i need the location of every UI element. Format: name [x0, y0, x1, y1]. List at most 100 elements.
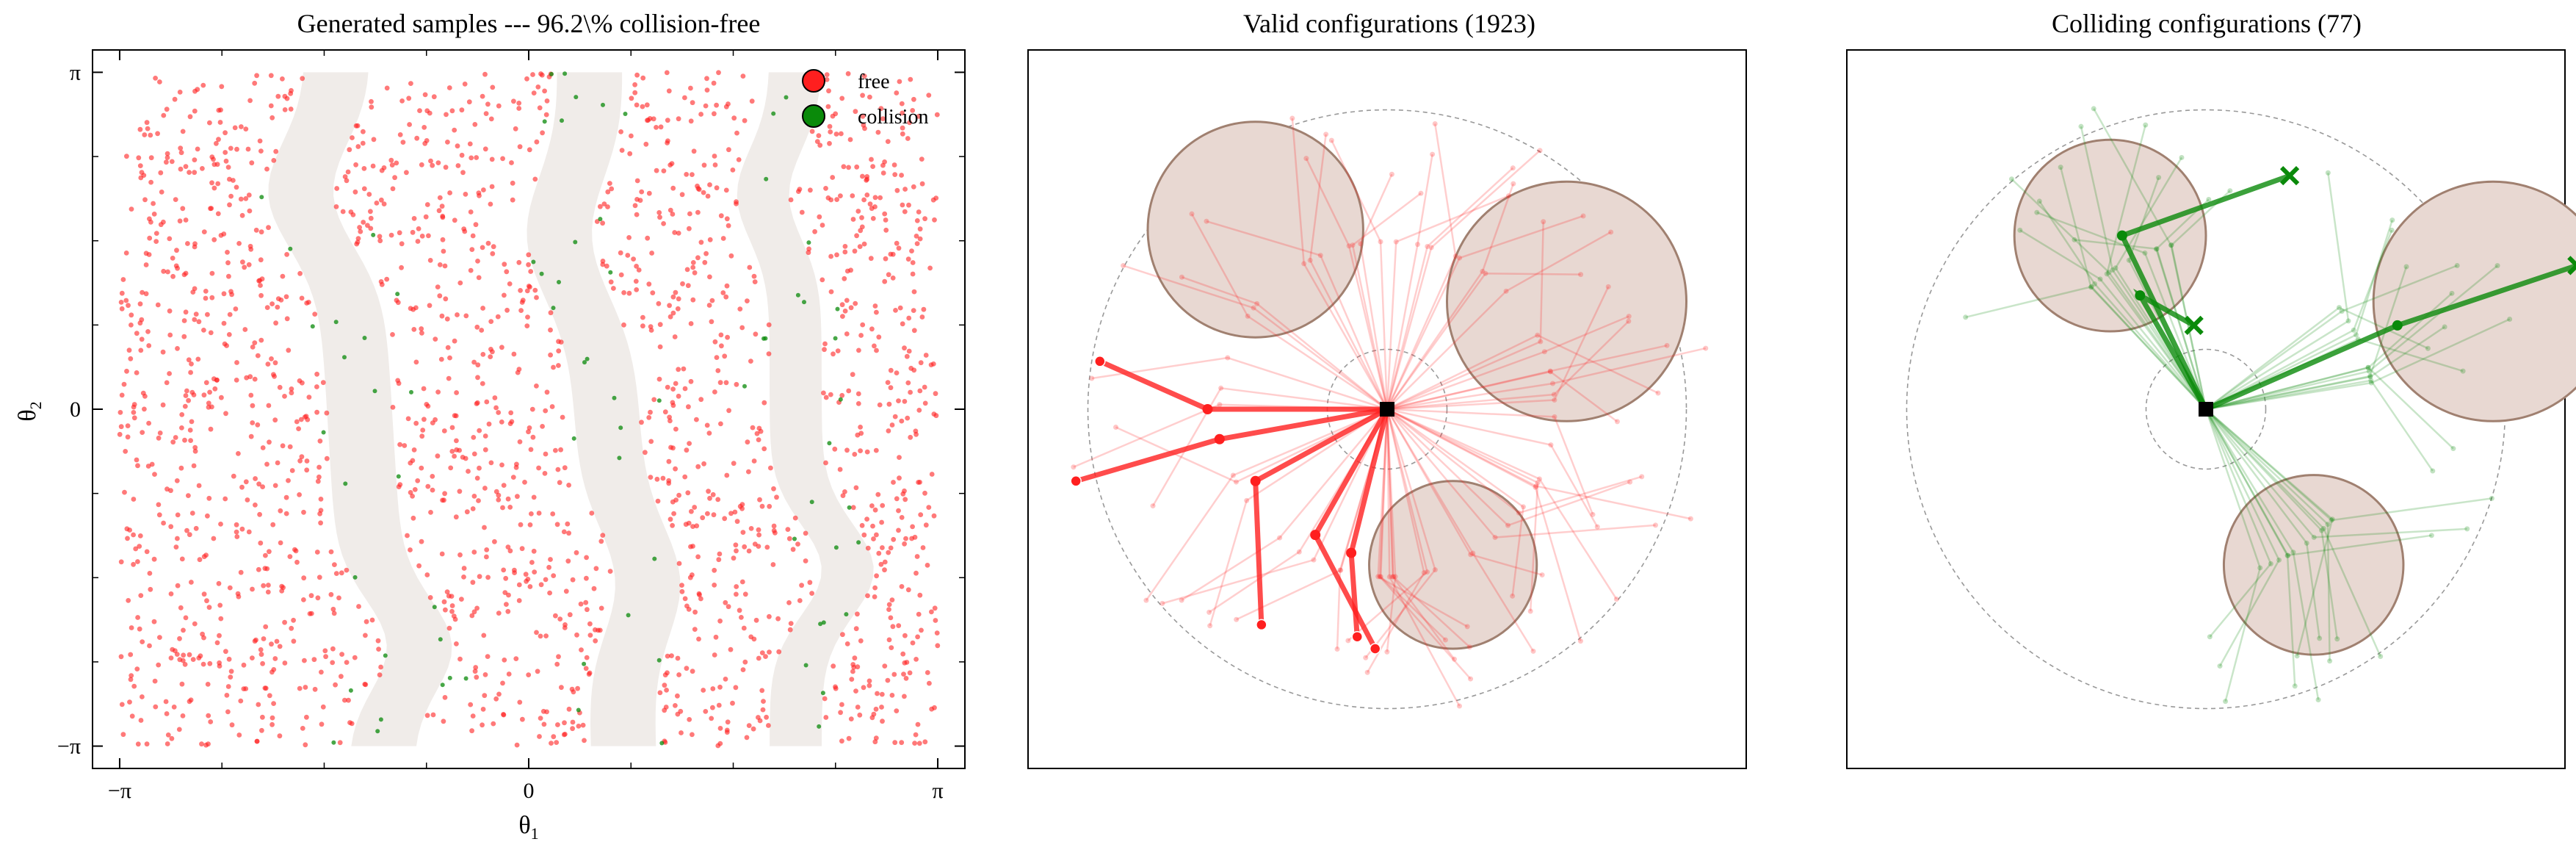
free-sample-point: [516, 598, 522, 603]
free-sample-point: [518, 288, 523, 293]
free-sample-point: [705, 511, 710, 516]
faint-arm-tip: [1150, 503, 1156, 509]
free-sample-point: [173, 544, 179, 550]
free-sample-point: [526, 252, 532, 258]
workspace-obstacle: [1446, 180, 1687, 422]
faint-arm: [2204, 408, 2280, 667]
free-sample-point: [370, 163, 376, 169]
free-sample-point: [488, 319, 494, 324]
free-sample-point: [208, 719, 214, 724]
free-sample-point: [145, 126, 151, 132]
free-sample-point: [842, 244, 848, 249]
free-sample-point: [118, 559, 124, 565]
free-sample-point: [324, 455, 330, 461]
free-sample-point: [688, 378, 694, 384]
free-sample-point: [643, 141, 649, 147]
free-sample-point: [467, 141, 473, 147]
faint-arm-joint: [2351, 327, 2356, 333]
free-sample-point: [280, 273, 286, 279]
free-sample-point: [507, 505, 513, 510]
free-sample-point: [753, 331, 759, 337]
panel1-ticks: −π 0 ππ0−π: [57, 50, 965, 803]
free-sample-point: [206, 404, 211, 410]
free-sample-point: [524, 288, 530, 294]
free-sample-point: [690, 260, 696, 265]
free-sample-point: [447, 355, 452, 361]
faint-arm: [1190, 213, 1388, 411]
free-sample-point: [131, 561, 137, 567]
faint-arm-tip: [2058, 165, 2063, 170]
free-sample-point: [129, 625, 134, 630]
free-sample-point: [129, 673, 134, 678]
faint-arm-tip: [1590, 511, 1596, 517]
free-sample-point: [118, 300, 124, 305]
free-sample-point: [500, 156, 505, 162]
free-sample-point: [833, 132, 839, 137]
free-sample-point: [658, 124, 664, 130]
panel1-axes-frame: [92, 49, 966, 769]
free-sample-point: [183, 309, 189, 315]
free-sample-point: [759, 650, 765, 655]
collision-sample-point: [447, 675, 452, 680]
free-sample-point: [506, 671, 512, 677]
faint-arm-tip: [1527, 608, 1533, 614]
faint-arm: [1386, 315, 1629, 411]
faint-arm-joint: [2367, 374, 2373, 380]
free-sample-point: [701, 190, 706, 195]
free-sample-point: [694, 417, 699, 422]
free-sample-point: [844, 298, 850, 303]
free-sample-point: [626, 290, 632, 296]
free-sample-point: [294, 559, 300, 565]
free-sample-point: [378, 664, 383, 670]
collision-sample-point: [333, 320, 339, 325]
free-sample-point: [151, 619, 157, 624]
faint-arm-tip: [1206, 609, 1212, 615]
faint-arm: [1386, 408, 1397, 652]
free-sample-point: [446, 375, 452, 381]
highlighted-arm-elbow: [2392, 320, 2403, 331]
free-sample-point: [377, 238, 383, 244]
free-sample-point: [175, 346, 180, 351]
free-sample-point: [159, 190, 164, 195]
free-sample-point: [287, 444, 293, 450]
free-sample-point: [907, 120, 912, 126]
free-sample-point: [932, 705, 937, 710]
free-sample-point: [878, 561, 884, 567]
free-sample-point: [657, 690, 663, 696]
free-sample-point: [217, 633, 222, 638]
free-sample-point: [629, 96, 634, 101]
free-sample-point: [304, 458, 310, 464]
free-sample-point: [922, 739, 928, 745]
free-sample-point: [548, 310, 554, 316]
collision-sample-point: [835, 306, 840, 311]
faint-arm-tip: [1510, 165, 1516, 171]
free-sample-point: [170, 439, 176, 445]
faint-arm: [1386, 408, 1631, 527]
free-sample-point: [147, 216, 152, 222]
free-sample-point: [874, 347, 879, 353]
free-sample-point: [899, 173, 904, 178]
free-sample-point: [709, 716, 714, 721]
free-sample-point: [817, 214, 822, 220]
free-sample-point: [221, 291, 227, 297]
free-sample-point: [742, 544, 748, 550]
free-sample-point: [492, 539, 497, 544]
free-sample-point: [363, 619, 369, 624]
faint-arm-tip: [2206, 196, 2212, 202]
free-sample-point: [842, 489, 847, 494]
free-sample-point: [828, 197, 834, 203]
free-sample-point: [702, 259, 708, 265]
free-sample-point: [870, 164, 875, 170]
free-sample-point: [672, 230, 678, 235]
free-sample-point: [164, 486, 170, 492]
free-sample-point: [264, 166, 269, 172]
free-sample-point: [880, 162, 886, 168]
free-sample-point: [679, 192, 685, 198]
free-sample-point: [117, 431, 123, 437]
free-sample-point: [849, 677, 855, 682]
faint-arm-tip: [1071, 464, 1077, 470]
free-sample-point: [317, 438, 323, 444]
free-sample-point: [193, 311, 199, 317]
free-sample-point: [542, 471, 548, 476]
free-sample-point: [649, 251, 654, 256]
